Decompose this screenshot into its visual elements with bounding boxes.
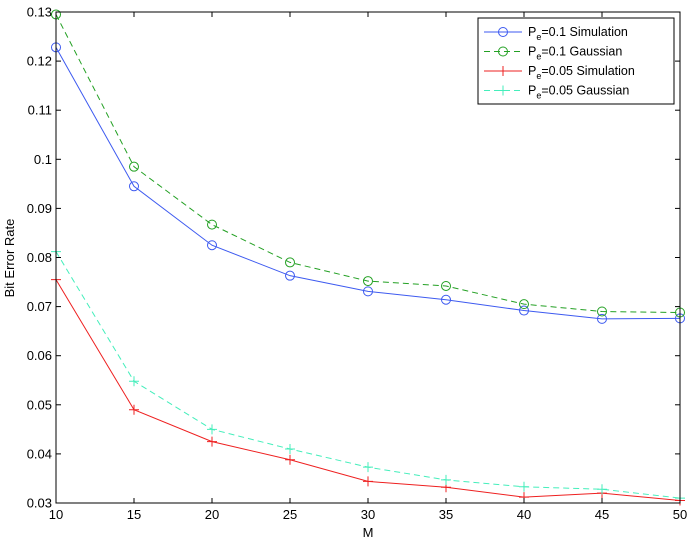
data-point-marker [129, 181, 139, 192]
legend-entry: Pe=0.05 Gaussian [484, 84, 629, 101]
y-axis-label: Bit Error Rate [2, 219, 17, 298]
x-tick-label: 50 [673, 507, 687, 522]
data-point-marker [207, 436, 217, 447]
data-point-marker [285, 257, 295, 268]
legend-label-rest: =0.1 Gaussian [541, 45, 622, 59]
data-point-marker [363, 476, 373, 487]
y-tick-label: 0.03 [27, 496, 52, 511]
data-point-marker [207, 240, 217, 251]
y-tick-label: 0.09 [27, 201, 52, 216]
legend-entry: Pe=0.1 Simulation [484, 25, 628, 42]
series-line [55, 47, 681, 320]
legend-label-subscript: e [536, 91, 541, 101]
legend-label-rest: =0.1 Simulation [541, 25, 628, 39]
legend-label: Pe=0.1 Gaussian [528, 45, 622, 62]
data-point-marker [363, 462, 373, 473]
legend-entry: Pe=0.1 Gaussian [484, 45, 622, 62]
legend-label-main: P [528, 84, 536, 98]
data-point-marker [498, 27, 508, 37]
legend-label-main: P [528, 25, 536, 39]
x-tick-label: 25 [283, 507, 297, 522]
data-point-marker [597, 306, 607, 317]
data-point-marker [363, 286, 373, 297]
y-tick-label: 0.07 [27, 299, 52, 314]
x-tick-label: 35 [439, 507, 453, 522]
data-point-marker [441, 294, 451, 305]
legend-entry: Pe=0.05 Simulation [484, 64, 635, 81]
x-tick-label: 45 [595, 507, 609, 522]
data-point-marker [597, 484, 607, 495]
series-line [55, 14, 681, 313]
data-point-marker [129, 376, 139, 387]
legend-label: Pe=0.1 Simulation [528, 25, 628, 42]
data-point-marker [129, 161, 139, 172]
ticks-layer: 10 15 20 25 30 35 40 45 50 0.03 0.04 0.05 0.06 0.07 0.… [27, 5, 688, 523]
x-tick-label: 10 [49, 507, 63, 522]
legend-label-rest: =0.05 Simulation [541, 64, 635, 78]
legend-label-main: P [528, 64, 536, 78]
data-point-marker [129, 404, 139, 415]
y-tick-label: 0.12 [27, 54, 52, 69]
data-point-marker [441, 280, 451, 291]
legend-label-subscript: e [536, 32, 541, 42]
legend-label-subscript: e [536, 71, 541, 81]
legend-label-main: P [528, 45, 536, 59]
series-layer [51, 9, 685, 506]
x-tick-label: 20 [205, 507, 219, 522]
data-point-marker [207, 424, 217, 435]
x-tick-label: 15 [127, 507, 141, 522]
data-point-marker [498, 85, 508, 96]
data-point-marker [441, 474, 451, 485]
y-tick-label: 0.08 [27, 250, 52, 265]
data-point-marker [285, 270, 295, 281]
data-point-marker [519, 299, 529, 310]
data-point-marker [519, 305, 529, 316]
x-axis-label: M [363, 525, 374, 540]
y-tick-label: 0.11 [28, 103, 52, 118]
y-tick-label: 0.13 [27, 5, 52, 20]
data-point-marker [285, 443, 295, 454]
data-point-marker [498, 46, 508, 57]
x-tick-label: 40 [517, 507, 531, 522]
legend-label: Pe=0.05 Simulation [528, 64, 635, 81]
y-tick-label: 0.05 [27, 397, 52, 412]
data-point-marker [285, 454, 295, 465]
data-point-marker [207, 219, 217, 230]
legend-label-subscript: e [536, 52, 541, 62]
data-point-marker [498, 66, 508, 76]
y-tick-label: 0.06 [27, 348, 52, 363]
data-point-marker [519, 481, 529, 492]
y-tick-label: 0.04 [27, 446, 52, 461]
x-tick-label: 30 [361, 507, 375, 522]
data-point-marker [597, 313, 607, 324]
data-point-marker [363, 276, 373, 287]
legend-label-rest: =0.05 Gaussian [541, 84, 629, 98]
legend-label: Pe=0.05 Gaussian [528, 84, 629, 101]
y-tick-label: 0.1 [34, 152, 52, 167]
